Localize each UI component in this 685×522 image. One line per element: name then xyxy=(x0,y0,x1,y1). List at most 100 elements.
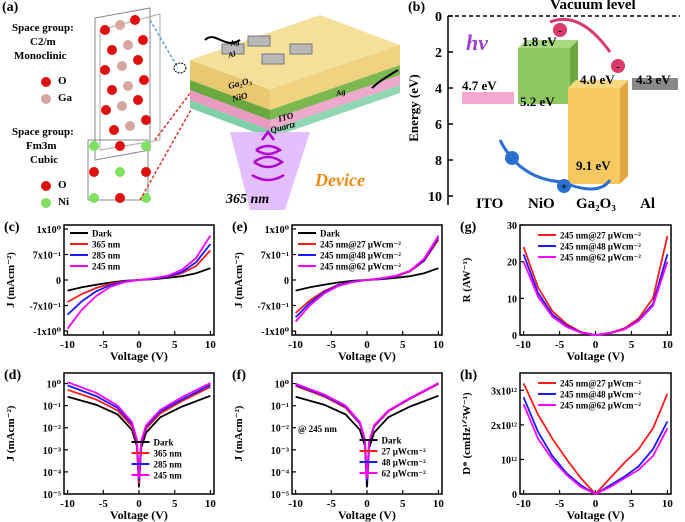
legend-label: 245 nm xyxy=(154,471,183,481)
series-line-3 xyxy=(67,381,211,479)
x-tick-label: -5 xyxy=(555,339,565,351)
x-tick-label: -5 xyxy=(327,498,337,510)
x-tick-label: 5 xyxy=(400,498,406,510)
x-tick-label: 5 xyxy=(172,339,178,351)
legend-label: Dark xyxy=(154,438,174,448)
x-axis-label: Voltage (V) xyxy=(110,508,168,522)
atom xyxy=(100,25,110,35)
legend-label: 245 nm@62 μWcm⁻² xyxy=(320,262,401,272)
chart-d: -10 -5 0 5 10 10⁰ 10⁻¹ 10⁻² 10⁻³ 10⁻⁴ 10⁻⁵ Dark365 … xyxy=(4,368,216,522)
energy-tick: 8 xyxy=(435,154,442,169)
x-axis-label: Voltage (V) xyxy=(338,349,396,363)
atom xyxy=(115,141,125,151)
x-tick-label: 0 xyxy=(364,339,370,351)
y-axis-label: J (mAcm⁻²) xyxy=(233,252,245,308)
panel-label: (h) xyxy=(460,368,477,383)
crystal-monoclinic xyxy=(94,7,161,161)
y-tick-label: 2x10¹² xyxy=(491,421,517,432)
atom xyxy=(141,167,151,177)
legend-title: @ 245 nm xyxy=(298,424,337,434)
energy-tick: 0 xyxy=(435,10,442,25)
electrode-al: Al xyxy=(226,49,237,60)
panel-a: (a) Space group: C2/m Monoclinic O Ga Sp… xyxy=(0,0,400,215)
legend-label: 245 nm@27 μWcm⁻² xyxy=(320,240,401,250)
atom xyxy=(107,45,117,55)
atom xyxy=(133,55,143,65)
chart-c: -10 -5 0 5 10 1x10⁰ 7x10⁻¹ 0 -7x10⁻¹ -1x10⁰ Dark36… xyxy=(4,220,216,363)
legend-label: 365 nm xyxy=(154,449,183,459)
y-tick-label: 10⁻⁵ xyxy=(271,490,289,501)
sg2-line2: Fm3m xyxy=(26,140,57,152)
x-tick-label: -10 xyxy=(60,339,75,351)
device-label: Device xyxy=(315,170,365,190)
x-tick-label: 0 xyxy=(364,498,370,510)
atom xyxy=(115,193,125,203)
atom xyxy=(89,167,99,177)
x-tick-label: 5 xyxy=(172,498,178,510)
legend-label: 245 nm@27 μWcm⁻² xyxy=(560,379,641,389)
series-line-1 xyxy=(522,253,669,336)
x-tick-label: 5 xyxy=(400,339,406,351)
light-wavelength: 365 nm xyxy=(226,192,270,207)
mat-nio: NiO xyxy=(528,196,555,212)
x-axis-label: Voltage (V) xyxy=(567,508,625,522)
series-line-2 xyxy=(67,384,211,481)
svg-text:-: - xyxy=(616,61,620,73)
x-tick-label: 10 xyxy=(662,498,674,510)
panel-b-label: (b) xyxy=(408,0,426,15)
y-tick-label: 10¹² xyxy=(501,455,517,466)
y-tick-label: 10⁻² xyxy=(271,424,289,435)
series-line-0 xyxy=(295,394,439,488)
x-tick-label: -10 xyxy=(516,339,531,351)
x-axis-label: Voltage (V) xyxy=(338,508,396,522)
y-tick-label: 10⁻¹ xyxy=(43,402,61,413)
nio-vb-ev: 5.2 eV xyxy=(520,94,555,109)
mat-ga2o3: Ga₂O₃ xyxy=(576,196,616,212)
legend-label: 245 nm@48 μWcm⁻² xyxy=(560,242,641,252)
series-line-1 xyxy=(67,386,211,484)
y-tick-label: 10⁻⁵ xyxy=(43,490,61,501)
svg-text:+: + xyxy=(561,181,567,193)
y-tick-label: 30 xyxy=(507,221,517,232)
legend-label: 245 nm@62 μWcm⁻² xyxy=(560,253,641,263)
atom xyxy=(115,167,125,177)
y-tick-label: 10 xyxy=(507,294,517,305)
atom xyxy=(115,20,125,30)
energy-tick: 4 xyxy=(435,82,442,97)
chart-e: -10 -5 0 5 101x10⁰7x10⁻¹0-7x10⁻¹-1x10⁰Dark24… xyxy=(232,220,444,363)
y-tick-label: 10⁻⁴ xyxy=(271,468,289,479)
legend-label: 48 μWcm⁻² xyxy=(382,458,427,468)
atom xyxy=(100,65,110,75)
y-tick-label: 10⁻² xyxy=(43,424,61,435)
sg1-line3: Monoclinic xyxy=(14,50,67,62)
y-tick-label: 10⁻³ xyxy=(43,446,61,457)
energy-ylabel: Energy (eV) xyxy=(405,74,421,142)
atom xyxy=(125,121,135,131)
legend-label: 285 nm xyxy=(92,251,121,261)
y-tick-label: 10⁻³ xyxy=(271,446,289,457)
sg2-line3: Cubic xyxy=(30,154,59,166)
legend-label: 245 nm@48 μWcm⁻² xyxy=(560,390,641,400)
x-tick-label: -10 xyxy=(60,498,75,510)
leg1-o: O xyxy=(58,75,67,87)
energy-tick: 6 xyxy=(435,118,442,133)
series-line-2 xyxy=(522,261,669,336)
x-tick-label: 0 xyxy=(136,498,142,510)
series-line-0 xyxy=(67,394,211,488)
atom xyxy=(89,141,99,151)
chart-h: -10 -5 0 5 10 3x10¹² 2x10¹² 10¹² 0 245 nm@27 μWcm… xyxy=(460,368,674,522)
y-tick-label: 0 xyxy=(512,490,517,501)
y-tick-label: -1x10⁰ xyxy=(261,327,289,338)
atom xyxy=(117,61,127,71)
y-axis-label: D* (cmHz¹ᐟ²W⁻¹) xyxy=(461,392,473,475)
energy-tick: 2 xyxy=(435,46,442,61)
legend-label: 285 nm xyxy=(154,460,183,470)
x-axis-label: Voltage (V) xyxy=(567,349,625,363)
y-tick-label: 1x10⁰ xyxy=(37,225,62,236)
y-tick-label: 10⁻⁴ xyxy=(43,468,61,479)
legend-label: 62 μWcm⁻² xyxy=(382,469,427,479)
y-tick-label: 0 xyxy=(284,276,289,287)
panel-label: (e) xyxy=(232,220,248,235)
panel-a-label: (a) xyxy=(2,0,19,15)
